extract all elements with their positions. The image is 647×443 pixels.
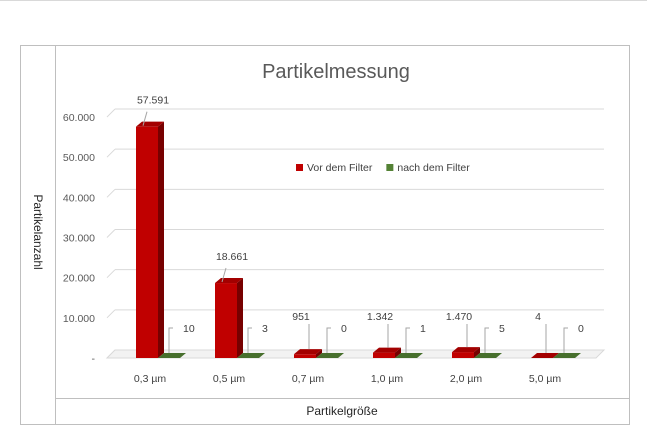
label-leader xyxy=(142,111,148,126)
gridlines xyxy=(106,108,604,359)
bar-top xyxy=(237,352,265,358)
bar-side xyxy=(395,347,401,358)
bar-side xyxy=(158,121,164,358)
bars xyxy=(136,121,581,358)
legend-swatch xyxy=(386,164,394,171)
legend: Vor dem Filter nach dem Filter xyxy=(296,162,470,174)
bar-front xyxy=(215,283,237,358)
data-label-vor: 1.470 xyxy=(446,311,472,323)
bar-vor xyxy=(531,352,559,358)
bar-top xyxy=(395,352,423,358)
label-leader xyxy=(484,327,489,353)
x-axis-label-cell xyxy=(55,398,630,425)
data-label-vor: 1.342 xyxy=(367,311,393,323)
data-label-vor: 57.591 xyxy=(137,95,169,107)
bar-front xyxy=(452,352,474,358)
y-tick-label: 10.000 xyxy=(63,313,95,325)
x-tick-label: 0,3 µm xyxy=(134,373,167,385)
bar-top xyxy=(553,353,581,358)
bar-vor xyxy=(215,278,243,358)
data-label-nach: 5 xyxy=(499,323,505,335)
bar-front xyxy=(136,126,158,358)
bar-side xyxy=(553,352,559,358)
bar-side xyxy=(259,352,265,358)
x-tick-label: 0,5 µm xyxy=(213,373,246,385)
x-tick-label: 5,0 µm xyxy=(529,373,562,385)
bar-nach xyxy=(395,352,423,358)
gridline-side xyxy=(106,108,116,118)
data-label-vor: 18.661 xyxy=(216,251,248,263)
label-leader xyxy=(168,327,173,353)
bar-front xyxy=(294,354,316,358)
bar-nach xyxy=(158,352,186,358)
y-tick-label: 30.000 xyxy=(63,233,95,245)
data-label-nach: 10 xyxy=(183,323,195,335)
bar-side xyxy=(496,352,502,358)
data-label-nach: 3 xyxy=(262,323,268,335)
chart-title: Partikelmessung xyxy=(262,61,410,83)
x-axis-title: Partikelgröße xyxy=(306,404,378,418)
y-axis-title: Partikelanzahl xyxy=(31,194,45,270)
y-tick-label: - xyxy=(92,353,96,365)
bar-front xyxy=(373,352,395,358)
gridline-side xyxy=(106,188,116,198)
x-tick-label: 1,0 µm xyxy=(371,373,404,385)
gridline-side xyxy=(106,229,116,238)
bar-vor xyxy=(373,347,401,358)
gridline-side xyxy=(106,309,116,319)
x-tick-label: 2,0 µm xyxy=(450,373,483,385)
label-leader xyxy=(221,267,227,283)
gridline-side xyxy=(106,148,116,158)
bar-vor xyxy=(294,349,322,358)
bar-top xyxy=(316,353,344,358)
label-leader xyxy=(326,327,331,353)
bar-nach xyxy=(237,352,265,358)
y-axis-label-cell xyxy=(20,45,56,425)
bar-vor xyxy=(136,121,164,358)
data-label-nach: 1 xyxy=(420,323,426,335)
bar-nach xyxy=(316,353,344,358)
bar-nach xyxy=(474,352,502,358)
bar-side xyxy=(316,349,322,358)
bar-top xyxy=(373,347,401,353)
data-labels: 57.591 10 18.661 3 951 0 1.342 1 1.470 5 4 0 xyxy=(137,95,584,353)
label-leader xyxy=(405,327,410,353)
x-axis-ticks: 0,3 µm 0,5 µm 0,7 µm 1,0 µm 2,0 µm 5,0 µm xyxy=(134,373,562,385)
chart-frame xyxy=(20,45,630,425)
legend-label: nach dem Filter xyxy=(397,162,470,174)
x-tick-label: 0,7 µm xyxy=(292,373,325,385)
data-label-nach: 0 xyxy=(578,323,584,335)
label-leader xyxy=(563,327,568,353)
data-label-vor: 951 xyxy=(292,311,310,323)
bar-nach xyxy=(553,353,581,358)
top-separator-line xyxy=(0,0,647,1)
bar-vor xyxy=(452,347,480,358)
y-tick-label: 20.000 xyxy=(63,273,95,285)
label-leader xyxy=(247,327,252,353)
bar-top xyxy=(294,349,322,355)
bar-top xyxy=(452,347,480,353)
y-tick-label: 60.000 xyxy=(63,112,95,124)
data-label-vor: 4 xyxy=(535,311,541,323)
y-axis-ticks: - 10.000 20.000 30.000 40.000 50.000 60.000 xyxy=(63,112,96,365)
bar-side xyxy=(417,352,423,358)
data-label-nach: 0 xyxy=(341,323,347,335)
bar-side xyxy=(474,347,480,358)
y-tick-label: 40.000 xyxy=(63,192,95,204)
legend-swatch xyxy=(296,164,303,171)
y-tick-label: 50.000 xyxy=(63,152,95,164)
bar-side xyxy=(237,278,243,358)
legend-label: Vor dem Filter xyxy=(307,162,373,174)
bar-top xyxy=(531,352,559,358)
bar-top xyxy=(474,352,502,358)
bar-side xyxy=(180,352,186,358)
bar-top xyxy=(158,352,186,358)
gridline-side xyxy=(106,269,116,279)
